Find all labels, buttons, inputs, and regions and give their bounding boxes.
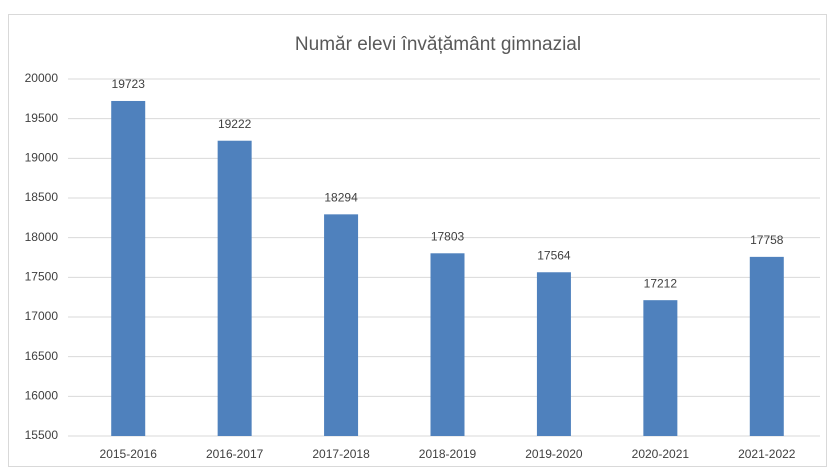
x-tick-label: 2019-2020 [525, 447, 583, 461]
y-tick-label: 20000 [25, 71, 59, 85]
y-tick-label: 18500 [25, 190, 59, 204]
y-tick-label: 16500 [25, 349, 59, 363]
data-label: 17564 [537, 248, 571, 262]
data-label: 19723 [112, 77, 146, 91]
bar [643, 300, 678, 436]
y-tick-label: 17000 [25, 309, 59, 323]
y-tick-label: 16000 [25, 389, 59, 403]
y-tick-label: 19500 [25, 111, 59, 125]
data-label: 17212 [644, 276, 678, 290]
bar [749, 256, 784, 436]
x-tick-label: 2015-2016 [100, 447, 158, 461]
bar [217, 140, 252, 437]
data-label: 18294 [324, 191, 358, 205]
x-tick-label: 2020-2021 [632, 447, 690, 461]
x-tick-label: 2018-2019 [419, 447, 477, 461]
bar [536, 272, 571, 436]
bar [111, 100, 146, 436]
x-tick-label: 2017-2018 [312, 447, 370, 461]
data-label: 17803 [431, 229, 465, 243]
data-label: 17758 [750, 233, 784, 247]
y-tick-label: 18000 [25, 230, 59, 244]
y-tick-label: 15500 [25, 428, 59, 442]
y-tick-label: 19000 [25, 151, 59, 165]
x-tick-label: 2016-2017 [206, 447, 264, 461]
data-label: 19222 [218, 117, 252, 131]
bar [430, 253, 465, 436]
x-tick-label: 2021-2022 [738, 447, 796, 461]
bar [324, 214, 359, 436]
y-tick-label: 17500 [25, 270, 59, 284]
chart-title: Număr elevi învățământ gimnazial [295, 34, 581, 55]
